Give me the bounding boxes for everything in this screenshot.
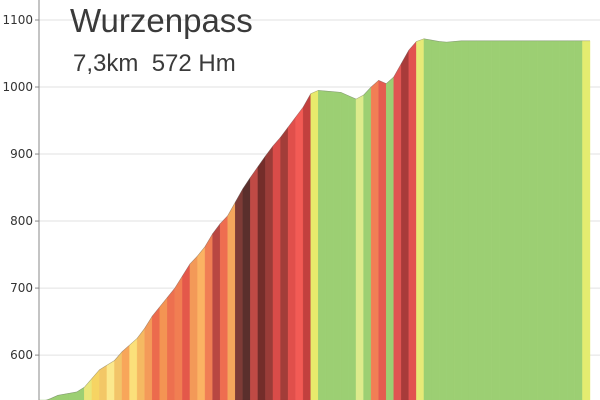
gradient-segment <box>257 155 266 400</box>
gradient-segment <box>574 40 583 400</box>
gradient-segment <box>461 40 470 400</box>
elevation-outline <box>45 38 590 400</box>
gradient-segment <box>401 49 410 400</box>
gradient-segment <box>393 62 402 400</box>
gradient-segment <box>453 40 462 400</box>
chart-subtitle: 7,3km 572 Hm <box>73 50 236 77</box>
gradient-segment <box>250 166 259 400</box>
gradient-segment <box>265 145 274 400</box>
gradient-segment <box>431 39 440 400</box>
gradient-segment <box>499 40 508 400</box>
gradient-segment <box>182 263 191 400</box>
gradient-segment <box>469 40 477 400</box>
gradient-segment <box>408 40 417 400</box>
gradient-segment <box>552 40 561 400</box>
gradient-segment <box>544 40 553 400</box>
y-tick-label: 900 <box>10 147 33 161</box>
gradient-segment <box>370 79 379 400</box>
gradient-segment <box>76 386 85 400</box>
gradient-segment <box>318 90 327 400</box>
gradient-segment <box>167 287 176 400</box>
y-tick-label: 800 <box>10 214 33 228</box>
gradient-segment <box>295 106 304 400</box>
gradient-segment <box>559 40 568 400</box>
elevation-area <box>38 38 591 400</box>
y-tick-label: 600 <box>10 348 33 362</box>
gradient-segment <box>521 40 530 400</box>
gradient-segment <box>235 188 243 400</box>
gradient-segment <box>227 201 236 400</box>
gradient-segment <box>325 90 334 400</box>
gradient-segment <box>438 41 447 400</box>
gradient-segment <box>84 378 93 400</box>
y-tick-label: 1000 <box>2 80 33 94</box>
gradient-segment <box>416 38 425 400</box>
gradient-segment <box>287 116 296 400</box>
gradient-segment <box>197 245 206 400</box>
y-tick-label: 700 <box>10 281 33 295</box>
y-axis-ticks: 600 700 800 900 1000 1100 <box>2 13 39 362</box>
gradient-segment <box>106 360 115 400</box>
gradient-segment <box>536 40 545 400</box>
gradient-segment <box>136 327 145 400</box>
gradient-segment <box>272 136 281 400</box>
gradient-segment <box>355 94 364 400</box>
gradient-segment <box>144 315 153 400</box>
gradient-segment <box>514 40 523 400</box>
gradient-segment <box>99 364 108 400</box>
gradient-segment <box>484 40 493 400</box>
gradient-segment <box>363 86 372 400</box>
gradient-segment <box>242 176 251 400</box>
gradient-segment <box>446 41 455 400</box>
profile-line <box>45 38 590 400</box>
gradient-segment <box>582 40 591 400</box>
gradient-segment <box>529 40 538 400</box>
gradient-segment <box>491 40 500 400</box>
gradient-segment <box>280 126 289 400</box>
gradient-segment <box>174 275 183 400</box>
gradient-segment <box>212 223 221 400</box>
gradient-segment <box>189 255 198 400</box>
gradient-segment <box>340 92 349 400</box>
gradient-segment <box>333 91 342 400</box>
gradient-segment <box>219 215 228 400</box>
gradient-segment <box>204 233 213 400</box>
gradient-segment <box>121 344 130 400</box>
gradient-segment <box>378 80 387 400</box>
chart-title: Wurzenpass <box>70 2 253 39</box>
gradient-segment <box>386 76 394 400</box>
gradient-segment <box>310 90 319 400</box>
gradient-segment <box>567 40 576 400</box>
gradient-segment <box>159 296 168 400</box>
gradient-segment <box>348 95 357 400</box>
y-tick-label: 1100 <box>2 13 33 27</box>
gradient-segment <box>476 40 485 400</box>
gradient-segment <box>302 92 311 400</box>
gradient-segment <box>152 306 160 400</box>
gradient-segment <box>129 337 138 400</box>
gradient-segment <box>506 40 515 400</box>
gradient-segment <box>423 38 432 400</box>
